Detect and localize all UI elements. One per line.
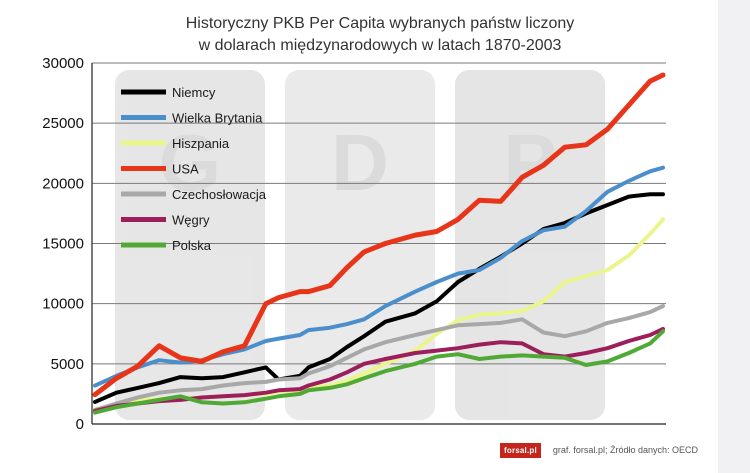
chart-title-line-1: Historyczny PKB Per Capita wybranych pań… [186,15,575,32]
legend-label: USA [172,162,199,177]
y-tick-label: 10000 [42,296,84,313]
plot-frame [91,63,666,425]
chart: G D P Historyczny PKB Per Capita wybrany… [42,15,666,433]
source-note: graf. forsal.pl; Źródło danych: OECD [552,445,698,455]
legend-label: Węgry [172,213,210,228]
legend-label: Niemcy [172,85,216,100]
series-line [93,304,665,412]
side-strip [718,0,750,473]
y-axis-ticks: 0 5000 10000 15000 20000 25000 30000 [42,55,84,433]
y-tick-label: 25000 [42,115,84,132]
chart-title-line-2: w dolarach międzynarodowych w latach 187… [198,37,562,54]
y-tick-label: 0 [76,416,84,433]
y-tick-label: 15000 [42,236,84,253]
watermark-letter: D [331,118,389,207]
legend: Niemcy Wielka Brytania Hiszpania USA Czechos… [121,85,267,253]
legend-label: Wielka Brytania [172,111,263,126]
footer: forsal.pl graf. forsal.pl; Źródło danych… [500,441,698,459]
series-line [92,72,666,398]
watermark: G D P [115,70,605,420]
legend-label: Polska [172,238,212,253]
y-tick-label: 20000 [42,175,84,192]
y-tick-label: 5000 [51,356,84,373]
series-lines [92,72,666,415]
series-line [93,329,665,415]
watermark-coin-stack [285,70,435,420]
forsal-logo[interactable]: forsal.pl [500,442,541,458]
watermark-coin-stack [455,70,605,420]
watermark-letter: G [159,118,221,207]
watermark-coin-stack [115,70,265,420]
legend-label: Czechosłowacja [172,187,267,202]
y-tick-label: 30000 [42,55,84,72]
legend-label: Hiszpania [172,136,230,151]
